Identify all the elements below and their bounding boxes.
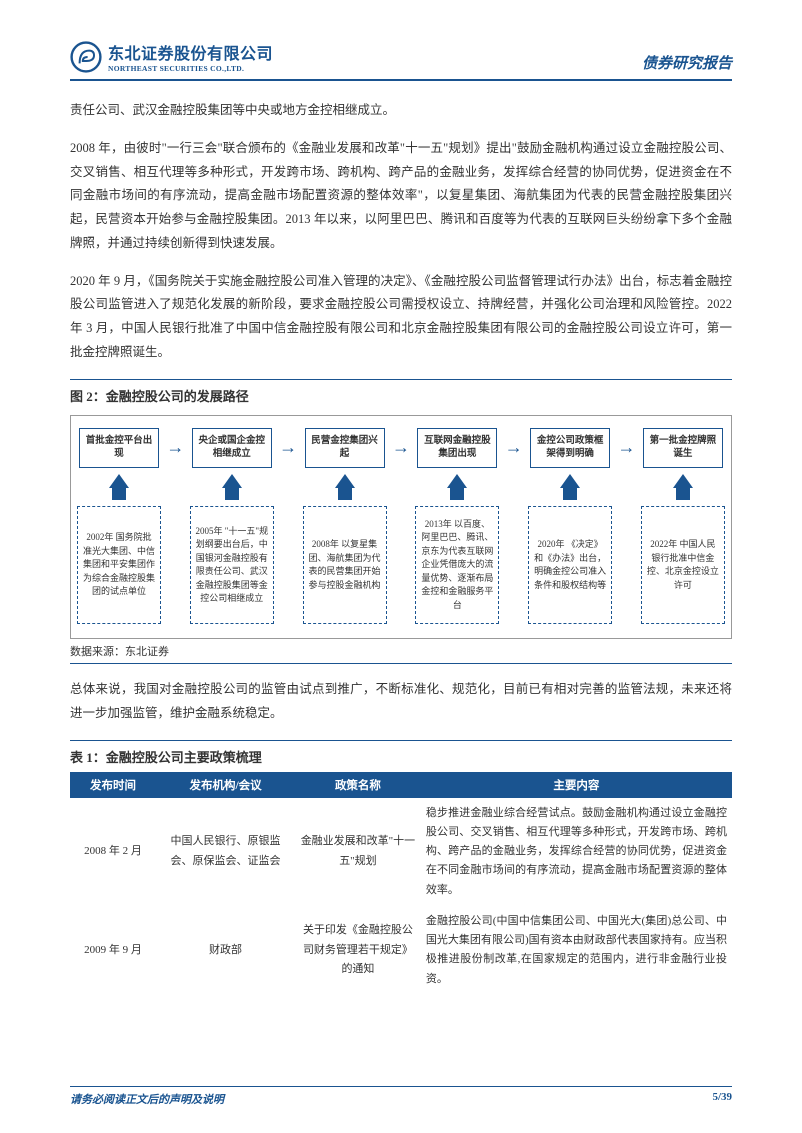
company-logo-block: 东北证券股份有限公司 NORTHEAST SECURITIES CO.,LTD. [70, 40, 273, 73]
arrow-up-icon [560, 474, 580, 488]
paragraph-3: 2020 年 9 月，《国务院关于实施金融控股公司准入管理的决定》、《金融控股公… [70, 270, 732, 365]
flow-detail-1: 2002年 国务院批准光大集团、中信集团和平安集团作为综合金融控股集团的试点单位 [77, 506, 161, 624]
cell-content: 稳步推进金融业综合经营试点。鼓励金融机构通过设立金融控股公司、交叉销售、相互代理… [421, 798, 732, 906]
paragraph-4: 总体来说，我国对金融控股公司的监管由试点到推广，不断标准化、规范化，目前已有相对… [70, 678, 732, 726]
cell-policy: 关于印发《金融控股公司财务管理若干规定》的通知 [295, 906, 421, 995]
flow-detail-6: 2022年 中国人民银行批准中信金控、北京金控设立许可 [641, 506, 725, 624]
col-policy: 政策名称 [295, 772, 421, 798]
arrow-right-icon: → [166, 437, 184, 458]
report-type-label: 债券研究报告 [642, 52, 732, 73]
flow-detail-5: 2020年 《决定》和《办法》出台，明确金控公司准入条件和股权结构等 [528, 506, 612, 624]
cell-date: 2008 年 2 月 [70, 798, 156, 906]
table-row: 2009 年 9 月 财政部 关于印发《金融控股公司财务管理若干规定》的通知 金… [70, 906, 732, 995]
cell-agency: 财政部 [156, 906, 295, 995]
policy-table: 发布时间 发布机构/会议 政策名称 主要内容 2008 年 2 月 中国人民银行… [70, 772, 732, 995]
figure-2-source: 数据来源：东北证券 [70, 643, 732, 664]
page-header: 东北证券股份有限公司 NORTHEAST SECURITIES CO.,LTD.… [70, 40, 732, 81]
cell-content: 金融控股公司(中国中信集团公司、中国光大(集团)总公司、中国光大集团有限公司)国… [421, 906, 732, 995]
flow-stage-3: 民营金控集团兴起 [305, 428, 385, 469]
flow-detail-2: 2005年 "十一五"规划纲要出台后，中国银河金融控股有限责任公司、武汉金融控股… [190, 506, 274, 624]
flow-detail-3: 2008年 以复星集团、海航集团为代表的民营集团开始参与控股金融机构 [303, 506, 387, 624]
company-name-en: NORTHEAST SECURITIES CO.,LTD. [108, 64, 273, 73]
arrow-up-icon [109, 474, 129, 488]
table-1-title: 表 1：金融控股公司主要政策梳理 [70, 740, 732, 766]
arrow-up-icon [222, 474, 242, 488]
arrow-up-icon [335, 474, 355, 488]
col-content: 主要内容 [421, 772, 732, 798]
flow-stage-2: 央企或国企金控相继成立 [192, 428, 272, 469]
arrow-right-icon: → [279, 437, 297, 458]
cell-policy: 金融业发展和改革"十一五"规划 [295, 798, 421, 906]
flow-stage-5: 金控公司政策框架得到明确 [530, 428, 610, 469]
table-row: 2008 年 2 月 中国人民银行、原银监会、原保监会、证监会 金融业发展和改革… [70, 798, 732, 906]
table-header-row: 发布时间 发布机构/会议 政策名称 主要内容 [70, 772, 732, 798]
arrow-right-icon: → [505, 437, 523, 458]
flow-stage-6: 第一批金控牌照诞生 [643, 428, 723, 469]
arrow-up-icon [673, 474, 693, 488]
company-logo-icon [70, 41, 102, 73]
flow-bottom-row: 2002年 国务院批准光大集团、中信集团和平安集团作为综合金融控股集团的试点单位… [79, 474, 723, 624]
paragraph-1: 责任公司、武汉金融控股集团等中央或地方金控相继成立。 [70, 99, 732, 123]
flow-detail-4: 2013年 以百度、阿里巴巴、腾讯、京东为代表互联网企业凭借庞大的流量优势、逐渐… [415, 506, 499, 624]
cell-agency: 中国人民银行、原银监会、原保监会、证监会 [156, 798, 295, 906]
flow-stage-4: 互联网金融控股集团出现 [417, 428, 497, 469]
footer-disclaimer: 请务必阅读正文后的声明及说明 [70, 1091, 224, 1107]
cell-date: 2009 年 9 月 [70, 906, 156, 995]
arrow-right-icon: → [392, 437, 410, 458]
col-agency: 发布机构/会议 [156, 772, 295, 798]
paragraph-2: 2008 年，由彼时"一行三会"联合颁布的《金融业发展和改革"十一五"规划》提出… [70, 137, 732, 256]
company-name-cn: 东北证券股份有限公司 [108, 40, 273, 64]
arrow-up-icon [447, 474, 467, 488]
flow-top-row: 首批金控平台出现 → 央企或国企金控相继成立 → 民营金控集团兴起 → 互联网金… [79, 428, 723, 469]
arrow-right-icon: → [618, 437, 636, 458]
figure-2-flowchart: 首批金控平台出现 → 央企或国企金控相继成立 → 民营金控集团兴起 → 互联网金… [70, 415, 732, 640]
col-date: 发布时间 [70, 772, 156, 798]
figure-2-title: 图 2：金融控股公司的发展路径 [70, 379, 732, 405]
flow-stage-1: 首批金控平台出现 [79, 428, 159, 469]
page-number: 5/39 [712, 1091, 732, 1107]
page-footer: 请务必阅读正文后的声明及说明 5/39 [70, 1086, 732, 1107]
